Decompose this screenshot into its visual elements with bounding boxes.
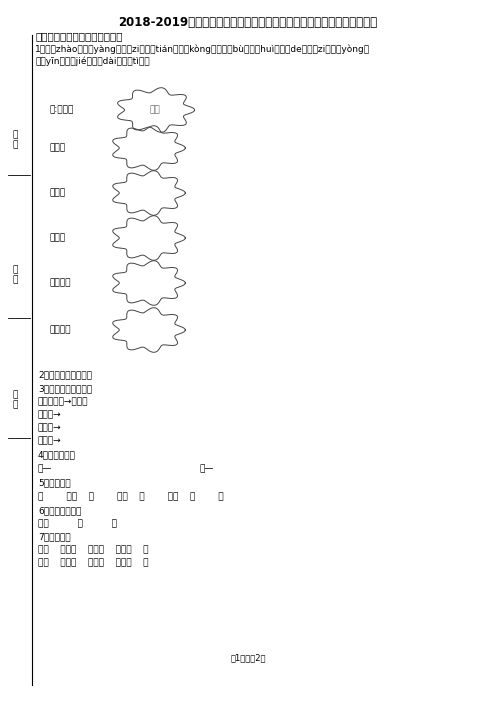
Text: 例:浓浓的: 例:浓浓的 [50, 105, 74, 114]
Text: 分: 分 [12, 140, 18, 150]
Text: 死—: 死— [38, 465, 53, 474]
Text: 白白的: 白白的 [50, 234, 66, 242]
Text: 号: 号 [12, 390, 18, 399]
Text: 数: 数 [12, 131, 18, 140]
Text: 例：亻＋门→（他）: 例：亻＋门→（他） [38, 397, 88, 406]
Polygon shape [118, 88, 194, 132]
Text: 第1页，共2页: 第1页，共2页 [230, 654, 266, 663]
Text: 林（    ）从（    ）品（    ）双（    ）: 林（ ）从（ ）品（ ）双（ ） [38, 545, 148, 555]
Text: 香气: 香气 [150, 105, 160, 114]
Text: 金灿灿的: 金灿灿的 [50, 326, 71, 334]
Text: 7．组词语。: 7．组词语。 [38, 533, 70, 541]
Text: 名: 名 [12, 265, 18, 274]
Text: 口＋十→: 口＋十→ [38, 423, 62, 432]
Text: 日＋十→: 日＋十→ [38, 411, 62, 420]
Polygon shape [113, 216, 186, 260]
Text: 一、想一想，填一填（填空题）: 一、想一想，填一填（填空题） [35, 31, 123, 41]
Text: 6．一字组多词。: 6．一字组多词。 [38, 507, 81, 515]
Text: 1．照（zhào）样（yàng）子（zi）填（tián）空（kòng），不（bù）会（huì）的（de）字（zi）用（yòng）: 1．照（zhào）样（yàng）子（zi）填（tián）空（kòng），不（bù… [35, 44, 370, 54]
Text: 动：          、          。: 动： 、 。 [38, 519, 117, 529]
Text: 酸酸的: 酸酸的 [50, 189, 66, 197]
Polygon shape [113, 307, 186, 352]
Text: 甜甜的: 甜甜的 [50, 143, 66, 152]
Text: 2．洞的笔画顺序是：: 2．洞的笔画顺序是： [38, 371, 92, 380]
Polygon shape [113, 126, 186, 171]
Text: 4．写反义词。: 4．写反义词。 [38, 451, 76, 460]
Text: 一        黄牛    一        花猫    一        鸭子    一        鸟: 一 黄牛 一 花猫 一 鸭子 一 鸟 [38, 493, 224, 501]
Text: 音（yīn）节（jié）代（dài）替（tì），: 音（yīn）节（jié）代（dài）替（tì）， [35, 56, 150, 66]
Text: 热乎乎的: 热乎乎的 [50, 279, 71, 288]
Polygon shape [113, 171, 186, 216]
Text: 3．照样子，做一做。: 3．照样子，做一做。 [38, 385, 92, 394]
Text: 丁＋口→: 丁＋口→ [38, 437, 62, 446]
Text: 姓: 姓 [12, 275, 18, 284]
Polygon shape [113, 260, 186, 305]
Text: 外—: 外— [200, 465, 214, 474]
Text: 2018-2019年邳州市邳城镇中心小学一年级上册语文模拟期末考试无答案: 2018-2019年邳州市邳城镇中心小学一年级上册语文模拟期末考试无答案 [119, 15, 377, 29]
Text: 森（    ）众（    ）晶（    ）朋（    ）: 森（ ）众（ ）晶（ ）朋（ ） [38, 559, 148, 567]
Text: 题: 题 [12, 401, 18, 409]
Text: 5．填一填。: 5．填一填。 [38, 479, 70, 487]
